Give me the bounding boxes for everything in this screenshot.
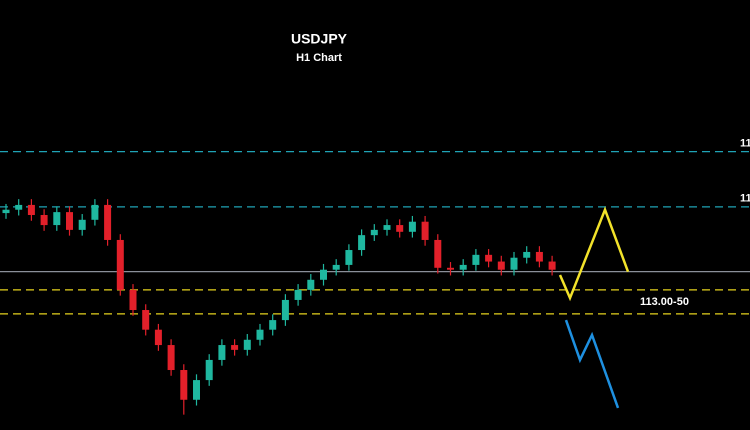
candle-body [434, 239, 442, 268]
chart-title: USDJPY [291, 31, 348, 47]
candle-body [294, 289, 302, 300]
candle-body [243, 339, 251, 350]
candle-body [27, 204, 35, 215]
candle-body [205, 359, 213, 381]
candle-body [320, 269, 327, 280]
candle-body [548, 261, 556, 270]
candle-body [523, 251, 531, 258]
candle-body [396, 225, 404, 232]
candle-body [447, 267, 454, 270]
candle-body [116, 239, 124, 290]
candle-body [78, 219, 86, 230]
candle-body [485, 254, 493, 262]
candle-body [167, 345, 175, 371]
candle-body [66, 212, 73, 230]
candle-body [91, 204, 99, 220]
candle-body [510, 257, 518, 270]
candle-body [15, 204, 23, 210]
candle-body [497, 261, 505, 270]
projection-line [558, 206, 630, 302]
level-label: 11 [740, 138, 750, 150]
candle-body [180, 370, 188, 400]
chart-subtitle: H1 Chart [296, 52, 342, 64]
candle-body [383, 225, 391, 230]
candle-body [40, 215, 48, 226]
candle-body [193, 380, 200, 400]
candle-body [281, 299, 289, 321]
candle-body [129, 289, 137, 311]
candle-body [142, 310, 150, 330]
candle-body [421, 221, 429, 240]
candle-body [269, 320, 277, 330]
candle-body [370, 229, 378, 236]
candle-body [358, 235, 366, 251]
candle-body [472, 254, 480, 265]
candle-body [218, 345, 226, 360]
candle-body [104, 204, 112, 240]
candle-body [535, 251, 543, 262]
candle-body [53, 212, 61, 226]
level-label: 11 [740, 193, 750, 205]
candle-body [154, 329, 162, 346]
zone-label: 113.00-50 [640, 296, 689, 308]
candle-body [307, 279, 315, 290]
candle-body [231, 345, 239, 350]
candle-body [332, 264, 340, 270]
candle-body [408, 221, 416, 232]
candle-body [256, 329, 264, 340]
candle-body [345, 250, 353, 265]
candle-body [459, 264, 467, 270]
candle-body [2, 209, 10, 214]
projection-line [564, 319, 620, 409]
